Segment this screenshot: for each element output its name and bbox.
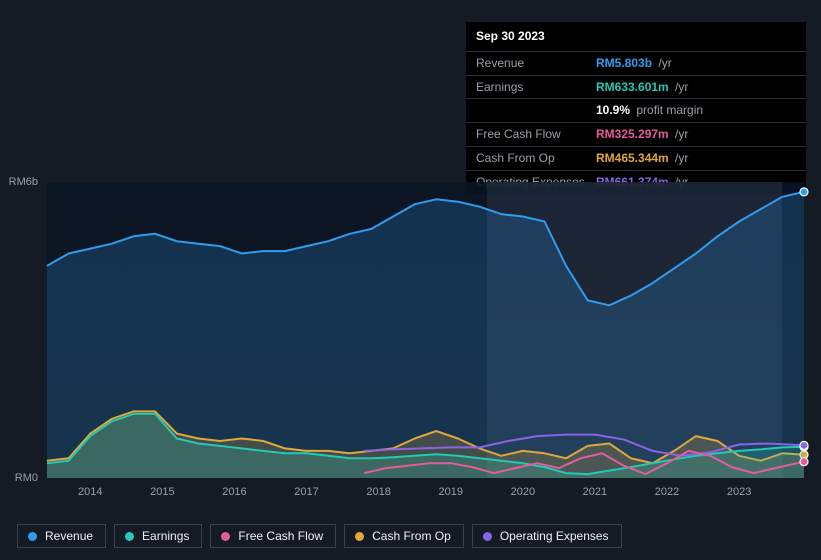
legend-label: Revenue — [45, 529, 93, 543]
tooltip-value-wrap: RM325.297m /yr — [596, 126, 688, 143]
legend-label: Earnings — [142, 529, 189, 543]
legend-label: Operating Expenses — [500, 529, 609, 543]
legend-item-opex[interactable]: Operating Expenses — [472, 524, 622, 548]
tooltip-value: RM5.803b — [596, 56, 652, 70]
x-axis-tick: 2018 — [366, 486, 390, 498]
tooltip-date: Sep 30 2023 — [466, 22, 806, 51]
tooltip-row: 10.9% profit margin — [466, 98, 806, 122]
tooltip-suffix: /yr — [655, 56, 672, 70]
tooltip-suffix: /yr — [672, 80, 689, 94]
financials-chart: RM6bRM0 20142015201620172018201920202021… — [17, 158, 804, 540]
legend-item-earnings[interactable]: Earnings — [114, 524, 202, 548]
x-axis: 2014 2015 2016 2017 2018 2019 2020 2021 2022 2023 — [47, 484, 804, 504]
tooltip-label: Revenue — [476, 55, 596, 72]
y-axis-label: RM0 — [15, 472, 38, 484]
x-axis-tick: 2019 — [438, 486, 462, 498]
tooltip-suffix: profit margin — [633, 103, 703, 117]
tooltip-value: 10.9% — [596, 103, 630, 117]
plot-area[interactable] — [47, 182, 804, 478]
revenue-end-marker — [800, 188, 808, 196]
x-axis-tick: 2014 — [78, 486, 102, 498]
x-axis-tick: 2015 — [150, 486, 174, 498]
tooltip-row: EarningsRM633.601m /yr — [466, 75, 806, 99]
x-axis-tick: 2022 — [655, 486, 679, 498]
series-lines — [47, 182, 804, 478]
x-axis-tick: 2023 — [727, 486, 751, 498]
legend-swatch — [355, 532, 364, 541]
tooltip-label: Free Cash Flow — [476, 126, 596, 143]
legend-swatch — [125, 532, 134, 541]
tooltip-value: RM325.297m — [596, 127, 669, 141]
tooltip-value: RM633.601m — [596, 80, 669, 94]
x-axis-tick: 2020 — [511, 486, 535, 498]
x-axis-tick: 2021 — [583, 486, 607, 498]
legend-label: Free Cash Flow — [238, 529, 323, 543]
tooltip-label — [476, 102, 596, 119]
tooltip-label: Earnings — [476, 79, 596, 96]
legend-swatch — [28, 532, 37, 541]
y-axis-label: RM6b — [9, 176, 38, 188]
opex-end-marker — [800, 441, 808, 449]
tooltip-value-wrap: 10.9% profit margin — [596, 102, 703, 119]
legend-item-fcf[interactable]: Free Cash Flow — [210, 524, 336, 548]
legend-label: Cash From Op — [372, 529, 451, 543]
tooltip-row: Free Cash FlowRM325.297m /yr — [466, 122, 806, 146]
tooltip-row: RevenueRM5.803b /yr — [466, 51, 806, 75]
x-axis-tick: 2016 — [222, 486, 246, 498]
fcf-end-marker — [800, 458, 808, 466]
legend-swatch — [221, 532, 230, 541]
legend: Revenue Earnings Free Cash Flow Cash From O… — [17, 524, 622, 548]
tooltip-suffix: /yr — [672, 127, 689, 141]
tooltip-value-wrap: RM5.803b /yr — [596, 55, 672, 72]
legend-swatch — [483, 532, 492, 541]
legend-item-cfo[interactable]: Cash From Op — [344, 524, 464, 548]
legend-item-revenue[interactable]: Revenue — [17, 524, 106, 548]
tooltip-value-wrap: RM633.601m /yr — [596, 79, 688, 96]
x-axis-tick: 2017 — [294, 486, 318, 498]
